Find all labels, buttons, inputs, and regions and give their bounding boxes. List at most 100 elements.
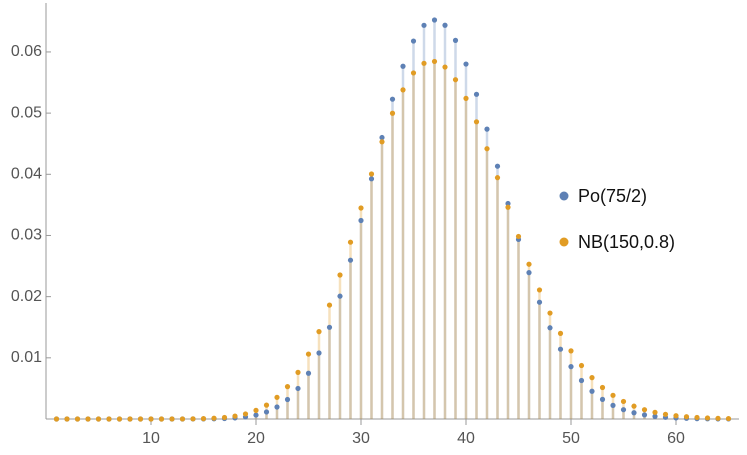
point xyxy=(599,384,606,391)
y-tick-label: 0.03 xyxy=(11,227,42,244)
point xyxy=(337,272,343,278)
point xyxy=(53,416,60,422)
legend-marker xyxy=(559,191,569,201)
point xyxy=(295,385,301,392)
point xyxy=(526,270,532,276)
x-tick-label: 40 xyxy=(457,430,475,447)
point xyxy=(389,96,396,102)
point xyxy=(568,348,574,354)
point xyxy=(274,394,280,400)
legend-label: NB(150,0.8) xyxy=(578,232,675,252)
point xyxy=(274,404,280,410)
point xyxy=(295,369,301,375)
point xyxy=(326,324,333,330)
point xyxy=(200,416,207,422)
point xyxy=(683,414,690,420)
point xyxy=(400,87,406,93)
point xyxy=(557,346,564,352)
point xyxy=(515,233,522,240)
point xyxy=(442,64,448,70)
x-tick-label: 10 xyxy=(142,430,160,447)
point xyxy=(620,398,627,405)
y-tick-label: 0.02 xyxy=(11,288,42,305)
point xyxy=(442,22,448,28)
point xyxy=(347,239,354,245)
point xyxy=(620,407,627,413)
point xyxy=(694,414,700,421)
point xyxy=(494,175,501,181)
x-tick-label: 50 xyxy=(562,430,580,447)
point xyxy=(305,370,312,376)
point xyxy=(379,134,385,141)
point xyxy=(326,302,333,308)
point xyxy=(95,416,102,422)
x-tick-label: 60 xyxy=(667,430,685,447)
y-tick-label: 0.06 xyxy=(11,43,42,60)
point xyxy=(557,330,564,336)
point xyxy=(64,416,70,422)
point xyxy=(662,411,669,417)
point xyxy=(578,377,585,384)
point xyxy=(137,416,144,422)
point xyxy=(631,403,637,409)
point xyxy=(358,217,364,224)
point xyxy=(652,409,658,415)
point xyxy=(673,413,679,419)
point xyxy=(368,176,375,182)
point xyxy=(463,95,469,101)
point xyxy=(232,413,238,419)
point xyxy=(263,402,270,408)
point xyxy=(589,375,595,381)
point xyxy=(421,22,427,28)
point xyxy=(263,409,270,415)
point xyxy=(431,17,438,23)
point xyxy=(484,146,490,152)
point xyxy=(358,205,364,211)
point xyxy=(284,384,291,390)
point xyxy=(337,293,343,299)
point xyxy=(127,416,133,422)
point xyxy=(221,414,228,421)
point xyxy=(599,396,606,402)
point xyxy=(578,362,585,369)
point xyxy=(494,163,501,169)
point xyxy=(74,416,81,422)
point xyxy=(431,58,438,65)
point xyxy=(410,70,417,76)
point xyxy=(610,392,616,398)
point xyxy=(641,412,648,418)
point xyxy=(473,119,480,125)
point xyxy=(316,350,322,356)
point xyxy=(536,299,543,305)
point xyxy=(631,410,637,416)
point xyxy=(106,416,112,422)
point xyxy=(536,287,543,293)
point xyxy=(505,200,511,207)
point xyxy=(725,415,732,422)
point xyxy=(389,110,396,116)
point xyxy=(305,351,312,357)
point xyxy=(316,329,322,335)
point xyxy=(715,415,721,421)
point xyxy=(190,416,196,422)
point xyxy=(610,402,616,408)
point xyxy=(473,91,480,97)
point xyxy=(379,139,385,145)
x-tick-label: 30 xyxy=(352,430,370,447)
point xyxy=(85,416,91,422)
point xyxy=(652,413,658,419)
point xyxy=(463,61,469,67)
point xyxy=(641,407,648,413)
point xyxy=(148,416,154,422)
y-tick-label: 0.04 xyxy=(11,166,42,183)
point xyxy=(179,416,186,422)
point xyxy=(158,416,165,422)
point xyxy=(421,60,427,66)
point xyxy=(242,411,249,417)
point xyxy=(547,325,553,331)
y-tick-label: 0.01 xyxy=(11,349,42,366)
point xyxy=(452,37,459,43)
point xyxy=(211,415,217,421)
